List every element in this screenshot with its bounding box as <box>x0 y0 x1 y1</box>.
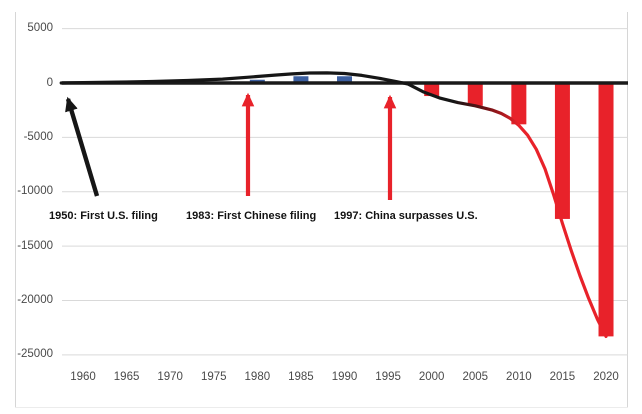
x-tick-1965: 1965 <box>113 371 140 383</box>
x-tick-1990: 1990 <box>331 371 358 383</box>
bar-2015 <box>554 83 570 219</box>
frame-bottom-border <box>15 407 628 408</box>
annotation-1997-china-surpasses-us: 1997: China surpasses U.S. <box>334 210 478 222</box>
frame-right-border <box>627 12 628 407</box>
y-tick-0: 0 <box>46 76 53 89</box>
x-tick-1970: 1970 <box>157 371 183 383</box>
x-tick-1960: 1960 <box>70 371 96 383</box>
filing-difference-line <box>59 71 608 338</box>
y-tick--5000: -5000 <box>23 130 53 143</box>
difference-line <box>59 71 608 338</box>
x-tick-2010: 2010 <box>506 371 532 383</box>
x-tick-2005: 2005 <box>462 371 489 383</box>
y-tick--20000: -20000 <box>17 294 53 306</box>
x-tick-2020: 2020 <box>593 371 619 383</box>
y-tick-5000: 5000 <box>27 22 53 35</box>
bar-2020 <box>598 83 614 337</box>
x-tick-1980: 1980 <box>244 371 271 383</box>
x-tick-1985: 1985 <box>288 371 314 383</box>
x-tick-2015: 2015 <box>549 371 576 383</box>
y-tick--25000: -25000 <box>17 348 53 361</box>
gridlines <box>62 28 628 356</box>
bar-2010 <box>511 83 527 125</box>
arrow-1950-first-us-filing <box>65 96 100 197</box>
y-tick--10000: -10000 <box>17 185 53 198</box>
bar-1985 <box>293 76 309 83</box>
x-tick-1995: 1995 <box>375 371 401 383</box>
bar-2005 <box>467 83 483 106</box>
x-tick-1975: 1975 <box>200 371 227 383</box>
bar-1990 <box>337 76 353 83</box>
annotation-1983-first-chinese-filing: 1983: First Chinese filing <box>186 210 317 222</box>
x-tick-2000: 2000 <box>418 371 445 383</box>
bars <box>249 76 614 337</box>
annotation-1950-first-us-filing: 1950: First U.S. filing <box>49 210 158 222</box>
annotation-arrows <box>65 92 397 200</box>
frame-left-border <box>15 12 16 407</box>
y-tick--15000: -15000 <box>17 239 53 252</box>
